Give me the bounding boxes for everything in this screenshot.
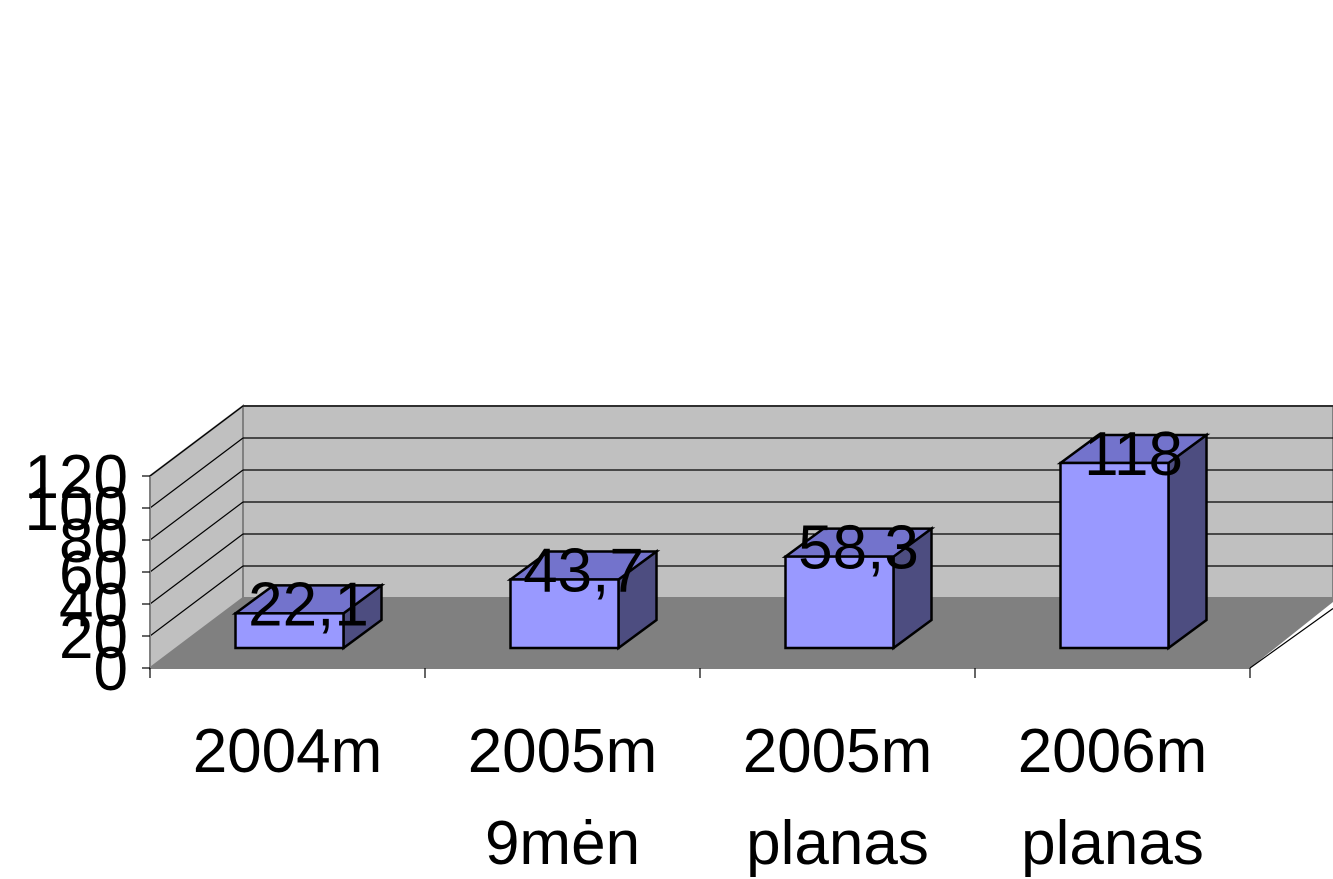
bar-front <box>234 612 345 650</box>
y-tick-label: 80 <box>59 507 128 576</box>
x-tick-label-line: 2005m <box>743 717 933 786</box>
bar <box>1056 432 1211 651</box>
gridline-side <box>149 405 244 477</box>
data-label: 118 <box>1084 420 1183 489</box>
bar-front <box>1059 461 1170 650</box>
gridline-side <box>149 533 244 605</box>
y-tick-label: 120 <box>25 443 128 512</box>
x-axis-tick-labels: 2004m 2005m 9mėn 2005m planas 2006m planas <box>193 717 1208 878</box>
bar <box>231 582 386 651</box>
data-label: 58,3 <box>798 514 919 583</box>
data-label: 43,7 <box>523 536 644 605</box>
bar-front <box>509 578 620 650</box>
floor <box>150 598 1333 668</box>
y-tick-label: 0 <box>94 635 128 704</box>
gridline-side <box>149 565 244 637</box>
x-tick-label-line: planas <box>746 809 929 878</box>
x-tick-label-line: 2006m <box>1018 717 1208 786</box>
x-tick-label-line: 9mėn <box>485 809 640 878</box>
bar <box>781 526 936 651</box>
x-tick-label-line: 2004m <box>193 717 383 786</box>
gridline-side <box>149 469 244 541</box>
bar <box>506 549 661 651</box>
y-tick-label: 40 <box>59 571 128 640</box>
data-label: 22,1 <box>248 570 369 639</box>
axes <box>142 475 1333 678</box>
x-tick-label-line: planas <box>1021 809 1204 878</box>
bar-front <box>784 555 895 650</box>
floor-right-edge <box>1249 608 1333 669</box>
x-tick-label: 2005m 9mėn <box>468 717 658 878</box>
y-tick-label: 60 <box>59 539 128 608</box>
x-tick-label: 2006m planas <box>1018 717 1208 878</box>
y-tick-label: 20 <box>59 603 128 672</box>
x-tick-label: 2004m <box>193 717 383 786</box>
gridline-side <box>149 437 244 509</box>
data-labels: 22,1 43,7 58,3 118 <box>248 420 1183 639</box>
x-tick-label-line: 2005m <box>468 717 658 786</box>
gridline-side <box>149 501 244 573</box>
x-tick-label: 2005m planas <box>743 717 933 878</box>
bars <box>231 432 1211 651</box>
y-tick-label: 100 <box>25 475 128 544</box>
